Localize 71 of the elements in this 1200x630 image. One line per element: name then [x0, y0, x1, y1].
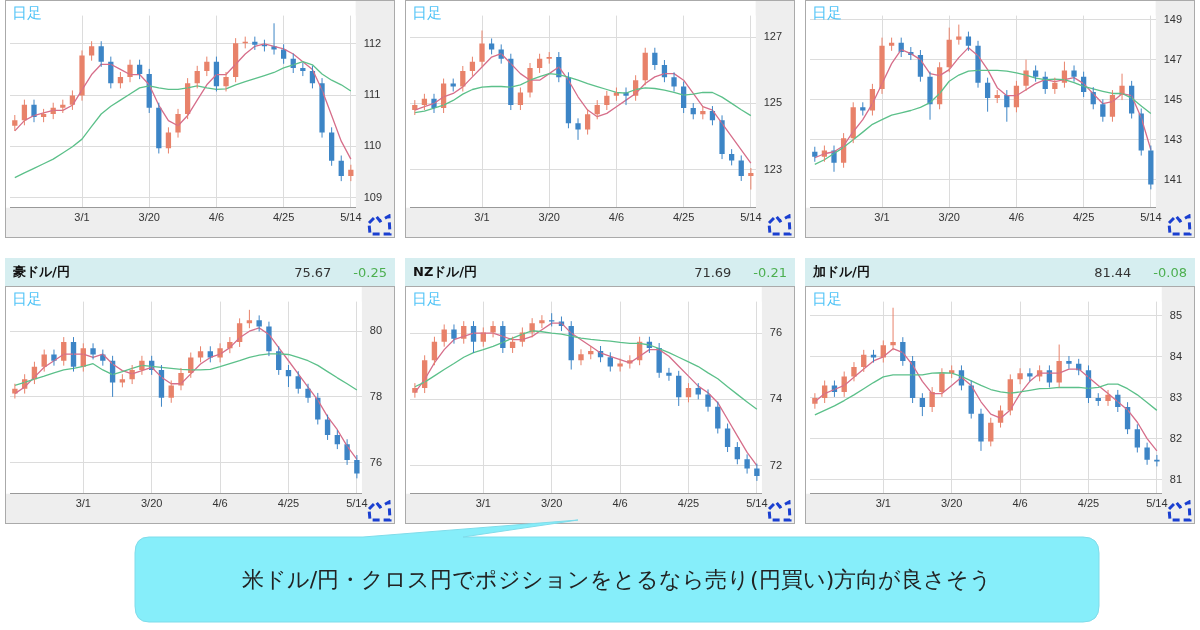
x-tick-label: 3/20: [938, 211, 960, 224]
text: -0.21: [753, 264, 787, 280]
chart-subtitle: 日足: [412, 4, 442, 23]
text: 71.69: [694, 264, 732, 280]
chart-subtitle: 日足: [412, 290, 442, 309]
y-tick-label: 81: [1169, 472, 1183, 485]
y-tick-label: 125: [763, 96, 783, 109]
x-tick-label: 4/25: [1072, 211, 1095, 224]
y-tick-label: 72: [769, 458, 783, 471]
x-tick-label: 3/1: [474, 211, 490, 224]
x-tick-label: 3/20: [940, 497, 963, 510]
y-tick-label: 141: [1163, 172, 1183, 185]
y-tick-label: 123: [763, 162, 783, 175]
x-tick-label: 4/25: [1077, 497, 1100, 510]
chart-title: 豪ドル/円: [13, 263, 70, 281]
y-tick-label: 109: [363, 190, 383, 203]
x-tick-label: 5/14: [740, 211, 762, 224]
chart-title: NZドル/円: [413, 263, 478, 281]
y-tick-label: 85: [1169, 308, 1183, 321]
x-tick-label: 4/25: [272, 211, 295, 224]
x-tick-label: 4/6: [1012, 497, 1028, 510]
x-tick-label: 4/6: [208, 211, 225, 224]
x-tick-label: 3/1: [74, 211, 90, 224]
x-tick-label: 3/20: [140, 497, 163, 510]
candlestick: [256, 314, 262, 332]
x-tick-label: 5/14: [746, 497, 768, 510]
y-tick-label: 147: [1163, 52, 1183, 65]
x-tick-label: 3/20: [538, 211, 560, 224]
x-tick-label: 4/25: [677, 497, 700, 510]
y-tick-label: 76: [769, 326, 783, 339]
y-tick-label: 82: [1169, 431, 1183, 444]
x-tick-label: 4/6: [1008, 211, 1025, 224]
text: -0.25: [353, 264, 387, 280]
y-tick-label: 110: [363, 139, 382, 152]
y-tick-label: 78: [369, 389, 383, 402]
x-tick-label: 5/14: [340, 211, 362, 224]
text: 81.44: [1094, 264, 1132, 280]
x-tick-label: 3/1: [875, 497, 891, 510]
y-tick-label: 112: [363, 36, 382, 49]
chart-subtitle: 日足: [12, 290, 42, 309]
y-tick-label: 83: [1169, 390, 1183, 403]
x-tick-label: 3/1: [874, 211, 890, 224]
text: -0.08: [1153, 264, 1187, 280]
x-tick-label: 3/1: [75, 497, 91, 510]
chart-subtitle: 日足: [812, 290, 842, 309]
y-tick-label: 127: [763, 30, 783, 43]
y-tick-label: 74: [769, 392, 783, 405]
y-tick-label: 143: [1163, 132, 1183, 145]
y-tick-label: 149: [1163, 12, 1183, 25]
x-tick-label: 4/25: [277, 497, 300, 510]
x-tick-label: 4/6: [612, 497, 628, 510]
chart-subtitle: 日足: [12, 4, 42, 23]
x-tick-label: 3/20: [540, 497, 563, 510]
y-tick-label: 145: [1163, 92, 1183, 105]
x-tick-label: 3/20: [138, 211, 160, 224]
text: 米ドル/円・クロス円でポジションをとるなら売り(円買い)方向が良さそう: [240, 565, 994, 594]
y-tick-label: 80: [369, 324, 383, 337]
y-tick-label: 111: [363, 88, 381, 101]
y-tick-label: 84: [1169, 349, 1183, 362]
text: 75.67: [294, 264, 332, 280]
candlestick: [1056, 344, 1062, 388]
y-tick-label: 76: [369, 455, 383, 468]
x-tick-label: 4/25: [672, 211, 695, 224]
x-tick-label: 5/14: [1146, 497, 1168, 510]
x-tick-label: 5/14: [346, 497, 368, 510]
x-tick-label: 4/6: [212, 497, 228, 510]
chart-title: 加ドル/円: [813, 263, 870, 281]
chart-subtitle: 日足: [812, 4, 842, 23]
x-tick-label: 5/14: [1140, 211, 1162, 224]
x-tick-label: 3/1: [475, 497, 491, 510]
x-tick-label: 4/6: [608, 211, 625, 224]
